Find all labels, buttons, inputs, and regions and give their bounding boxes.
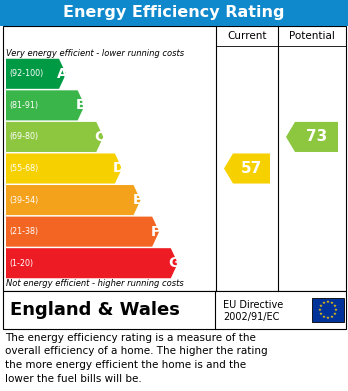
Text: lower the fuel bills will be.: lower the fuel bills will be. — [5, 373, 142, 384]
Text: ★: ★ — [330, 315, 334, 319]
Text: ★: ★ — [326, 316, 330, 320]
Text: ★: ★ — [319, 312, 323, 316]
Text: ★: ★ — [333, 304, 337, 308]
Text: ★: ★ — [334, 308, 338, 312]
Text: (55-68): (55-68) — [9, 164, 38, 173]
Bar — [0, 0, 348, 26]
Text: ★: ★ — [322, 301, 326, 305]
Text: (1-20): (1-20) — [9, 259, 33, 268]
Text: EU Directive: EU Directive — [223, 300, 283, 310]
Text: Potential: Potential — [289, 31, 335, 41]
Text: the more energy efficient the home is and the: the more energy efficient the home is an… — [5, 360, 246, 370]
Polygon shape — [6, 90, 85, 120]
Text: ★: ★ — [333, 312, 337, 316]
Polygon shape — [6, 153, 122, 183]
Text: F: F — [151, 225, 160, 239]
Text: (92-100): (92-100) — [9, 69, 43, 78]
Text: 2002/91/EC: 2002/91/EC — [223, 312, 279, 322]
Text: England & Wales: England & Wales — [10, 301, 180, 319]
Text: ★: ★ — [319, 304, 323, 308]
Text: Very energy efficient - lower running costs: Very energy efficient - lower running co… — [6, 49, 184, 58]
Text: Current: Current — [227, 31, 267, 41]
Text: The energy efficiency rating is a measure of the: The energy efficiency rating is a measur… — [5, 333, 256, 343]
Text: 73: 73 — [306, 129, 327, 144]
Text: overall efficiency of a home. The higher the rating: overall efficiency of a home. The higher… — [5, 346, 268, 357]
Polygon shape — [6, 122, 103, 152]
Text: A: A — [57, 67, 68, 81]
Bar — [3, 291, 346, 329]
Polygon shape — [224, 153, 270, 183]
Text: (81-91): (81-91) — [9, 101, 38, 110]
Polygon shape — [6, 217, 159, 247]
Text: C: C — [95, 130, 105, 144]
Text: D: D — [113, 161, 124, 176]
Text: G: G — [169, 256, 180, 270]
Text: (69-80): (69-80) — [9, 133, 38, 142]
Polygon shape — [6, 185, 141, 215]
Text: Not energy efficient - higher running costs: Not energy efficient - higher running co… — [6, 279, 184, 288]
Polygon shape — [286, 122, 338, 152]
Text: B: B — [76, 99, 86, 112]
Text: E: E — [132, 193, 142, 207]
Polygon shape — [6, 248, 178, 278]
Bar — [312, 298, 344, 322]
Bar — [3, 26, 346, 291]
Text: ★: ★ — [330, 301, 334, 305]
Text: ★: ★ — [322, 315, 326, 319]
Text: (39-54): (39-54) — [9, 196, 38, 204]
Text: ★: ★ — [326, 300, 330, 304]
Polygon shape — [6, 59, 66, 89]
Text: 57: 57 — [241, 161, 262, 176]
Text: (21-38): (21-38) — [9, 227, 38, 236]
Text: ★: ★ — [318, 308, 322, 312]
Text: Energy Efficiency Rating: Energy Efficiency Rating — [63, 5, 285, 20]
